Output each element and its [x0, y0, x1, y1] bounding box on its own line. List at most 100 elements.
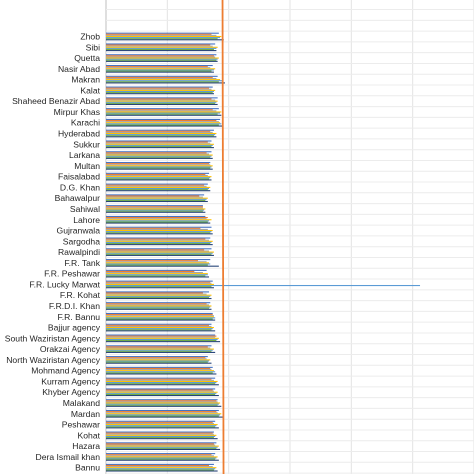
bar [106, 306, 211, 308]
bar [106, 269, 207, 271]
bar [106, 166, 212, 168]
category-label: Bahawalpur [55, 193, 101, 203]
bar [106, 100, 218, 102]
bar [106, 341, 221, 343]
bar [106, 77, 217, 80]
category-label: F.R. Lucky Marwat [29, 279, 100, 289]
bar [106, 263, 211, 265]
bar [106, 45, 213, 47]
bar [106, 305, 212, 307]
bar [106, 272, 203, 274]
bar [106, 412, 218, 414]
bar [106, 393, 216, 395]
bar [106, 119, 217, 122]
bar [106, 58, 218, 60]
bar [106, 455, 214, 457]
bar [106, 434, 217, 436]
bar [106, 323, 212, 325]
bar [106, 209, 205, 211]
bar [106, 109, 213, 111]
bar [106, 196, 203, 198]
bar [106, 338, 218, 340]
bar [106, 48, 214, 51]
bar [106, 71, 214, 73]
bar [106, 152, 207, 154]
bar [106, 220, 210, 222]
bar [106, 373, 217, 375]
gridlines [105, 0, 474, 474]
bar [106, 141, 208, 143]
category-label: Peshawar [62, 420, 100, 430]
bar [106, 275, 206, 277]
bar [106, 33, 212, 35]
bar [106, 329, 212, 331]
bar [106, 447, 217, 449]
bar [106, 437, 214, 439]
bar [106, 421, 213, 423]
bar [106, 250, 210, 252]
bar [106, 260, 198, 262]
bar [106, 184, 205, 186]
bar [106, 86, 213, 88]
bar [106, 469, 214, 471]
bar [106, 312, 213, 315]
category-label: Sahiwal [70, 204, 100, 214]
bar [106, 287, 214, 289]
bar [106, 293, 207, 295]
bar [106, 131, 213, 133]
bar [106, 136, 217, 138]
bar [106, 118, 221, 120]
bar [106, 174, 208, 177]
bar [106, 422, 214, 425]
bar [106, 403, 219, 405]
category-label: Mirpur Khas [54, 107, 100, 117]
bar [106, 46, 218, 48]
bar [106, 431, 214, 433]
bar [106, 238, 206, 240]
bar [106, 454, 212, 456]
category-label: North Waziristan Agency [6, 355, 100, 365]
bar [106, 249, 205, 251]
bars [106, 32, 421, 472]
bar [106, 307, 210, 309]
bar [106, 197, 208, 199]
bar [106, 296, 210, 298]
bar [106, 172, 210, 174]
bar [106, 173, 206, 175]
bar [106, 227, 201, 229]
bar [106, 43, 216, 45]
bar [106, 167, 211, 169]
bar [106, 435, 216, 438]
bar [106, 233, 213, 235]
category-label: Mohmand Agency [31, 366, 100, 376]
bar [106, 308, 212, 310]
bar [106, 443, 214, 445]
bar [106, 303, 207, 305]
bar [106, 367, 211, 370]
bar [106, 470, 218, 472]
bar [106, 328, 213, 330]
category-label: Rawalpindi [58, 247, 100, 257]
bar [106, 457, 217, 459]
bar [106, 424, 218, 426]
bar [106, 81, 219, 83]
category-label: Sibi [86, 42, 100, 52]
bar [106, 165, 213, 167]
bar [106, 47, 217, 49]
category-label: F.R. Tank [64, 258, 100, 268]
bar [106, 444, 216, 446]
bar [106, 200, 208, 203]
bar [106, 446, 218, 448]
category-label: Bannu [75, 463, 100, 473]
bar [106, 468, 216, 470]
bar [106, 32, 219, 34]
category-label: Kurram Agency [41, 376, 100, 386]
category-label: Gujranwala [57, 226, 101, 236]
category-label: Kohat [78, 430, 101, 440]
bar [106, 222, 211, 224]
bar [106, 380, 218, 383]
bar [106, 122, 221, 124]
bar [106, 248, 212, 250]
bar [106, 324, 210, 326]
